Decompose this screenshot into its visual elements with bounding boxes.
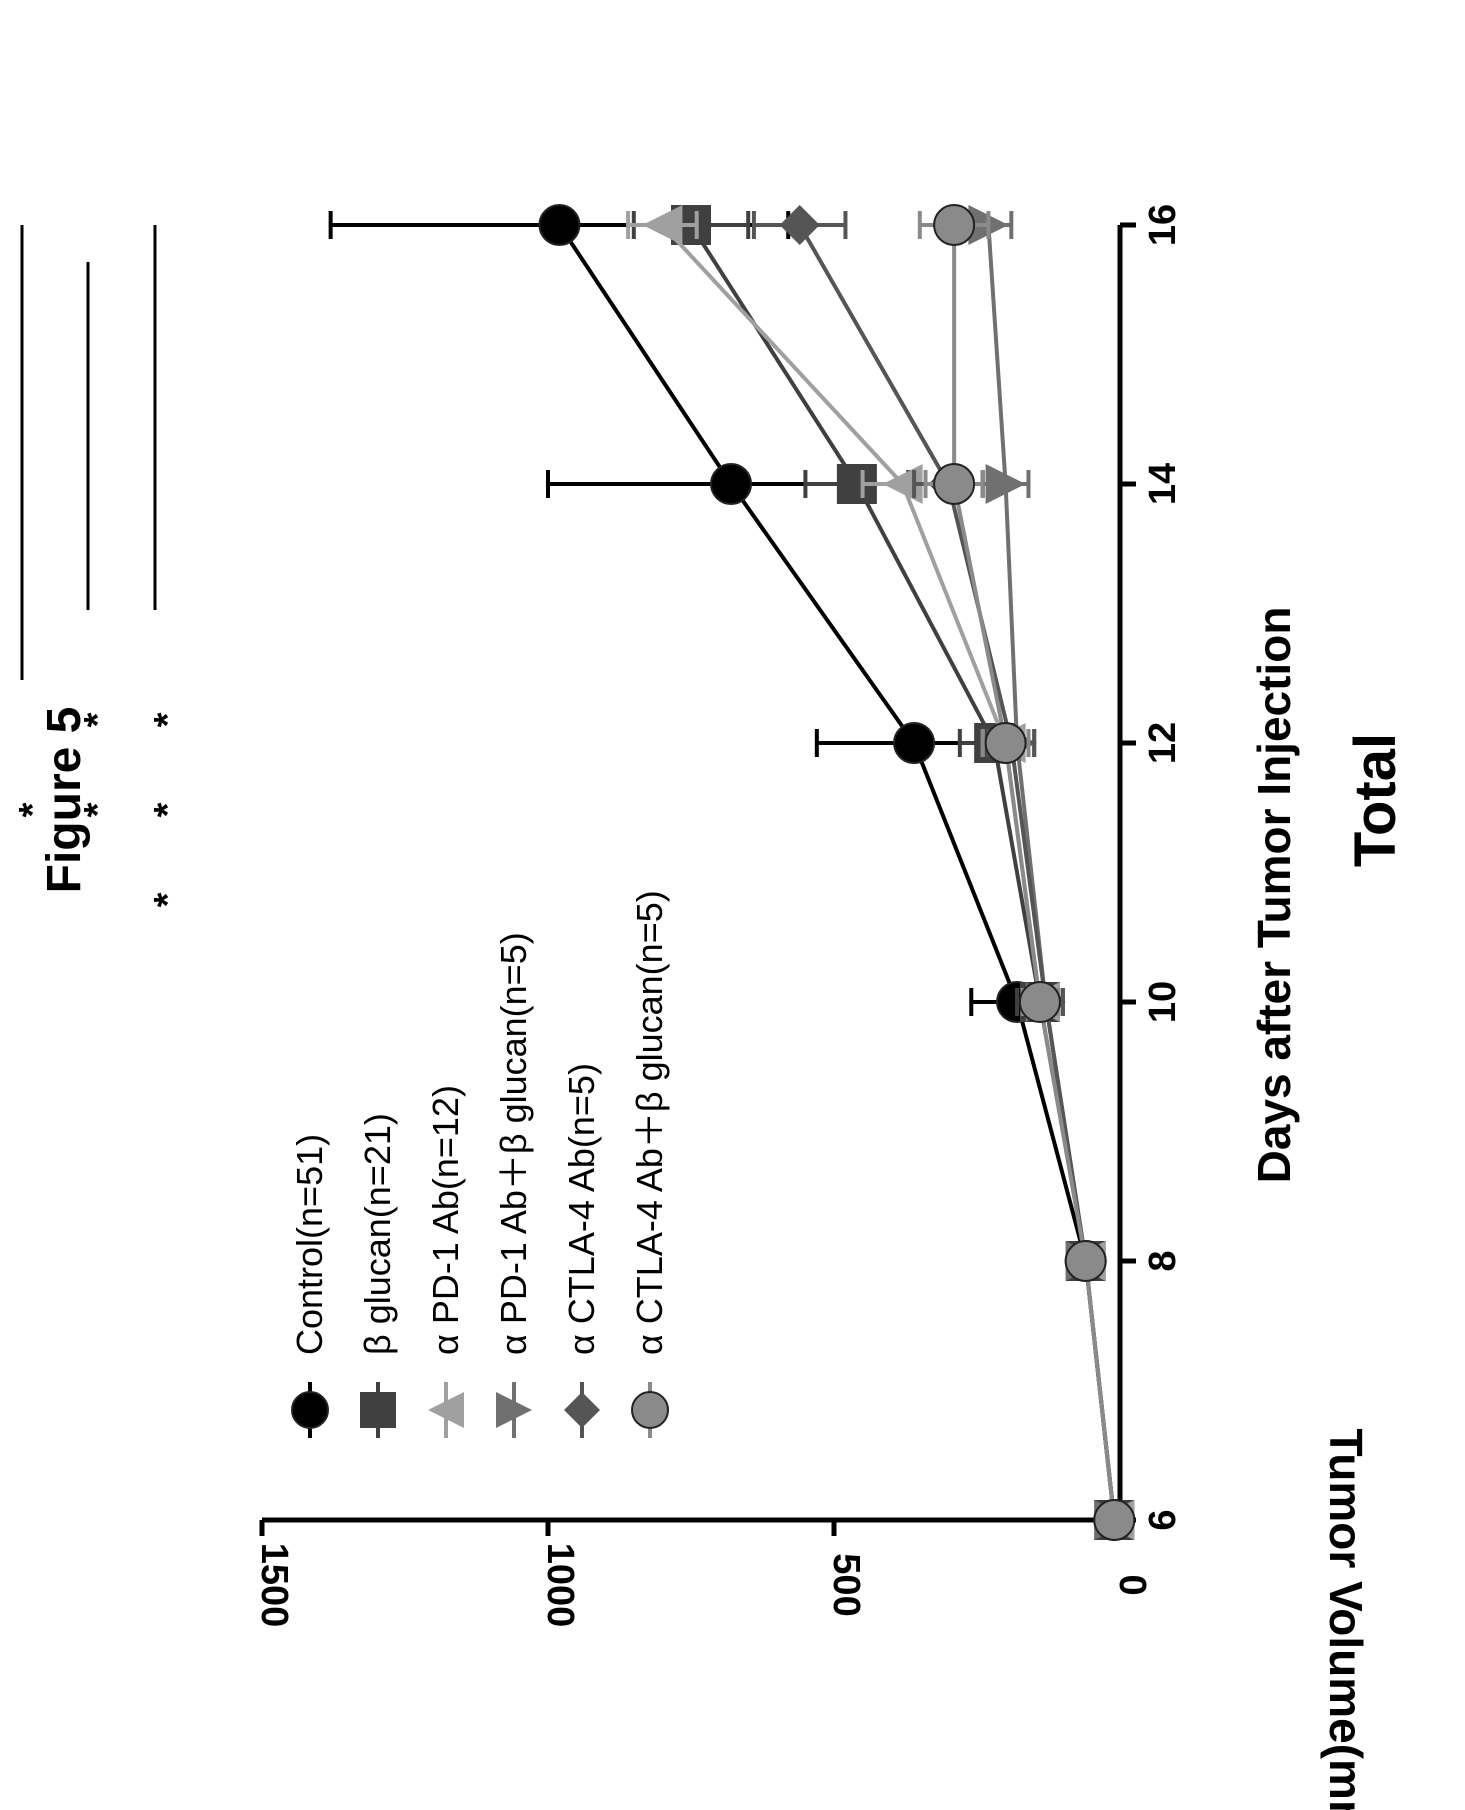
legend-marker — [496, 1392, 532, 1428]
series-line — [689, 223, 1117, 1521]
plot-area: 6 8 10 12 14 16 0 500 1000 1500 * * * * * * — [12, 204, 1184, 1627]
y-tick-label: 500 — [825, 1553, 867, 1616]
series-line — [660, 223, 1117, 1521]
series-2 — [626, 205, 1135, 1540]
legend-label: β glucan(n=21) — [357, 1113, 398, 1355]
figure-caption: Total — [1343, 733, 1408, 867]
y-tick-label: 1000 — [539, 1543, 581, 1628]
data-point — [1093, 1499, 1136, 1541]
legend-label: α CTLA-4 Ab(n=5) — [561, 1063, 602, 1355]
x-tick-label: 16 — [1142, 204, 1184, 246]
x-tick-label: 14 — [1142, 463, 1184, 505]
figure-title: Figure 5 — [38, 707, 91, 894]
series-line — [986, 224, 1117, 1521]
legend-marker — [428, 1392, 464, 1428]
series-3 — [963, 205, 1135, 1540]
y-axis-label: Tumor Volume(mm³) — [1320, 1429, 1372, 1810]
data-point — [933, 204, 976, 246]
series-5 — [917, 204, 1136, 1541]
data-point — [893, 722, 936, 764]
legend-label: Control(n=51) — [289, 1134, 330, 1355]
x-tick-label: 8 — [1142, 1250, 1184, 1271]
significance-star: * — [147, 712, 189, 727]
x-tick-label: 10 — [1142, 981, 1184, 1023]
data-point — [538, 204, 581, 246]
y-tick-label: 0 — [1111, 1574, 1153, 1595]
series-line — [797, 224, 1117, 1521]
data-point — [984, 722, 1027, 764]
y-tick-label: 1500 — [253, 1543, 295, 1628]
data-point — [710, 463, 753, 505]
legend: Control(n=51) β glucan(n=21) α PD-1 Ab(n=1… — [289, 890, 670, 1438]
legend-marker — [360, 1392, 396, 1428]
series-line — [952, 225, 1117, 1521]
data-point — [1018, 981, 1061, 1023]
legend-label: α CTLA-4 Ab＋β glucan(n=5) — [629, 890, 670, 1355]
legend-label: α PD-1 Ab＋β glucan(n=5) — [493, 932, 534, 1355]
significance-star: * — [147, 892, 189, 907]
series-4 — [751, 205, 1135, 1540]
significance-star: * — [12, 802, 54, 817]
significance-star: * — [77, 802, 119, 817]
significance-star: * — [147, 802, 189, 817]
significance-star: * — [77, 712, 119, 727]
legend-label: α PD-1 Ab(n=12) — [425, 1085, 466, 1355]
x-tick-label: 12 — [1142, 722, 1184, 764]
data-point — [642, 205, 683, 245]
legend-marker — [631, 1391, 669, 1429]
series-1 — [631, 205, 1135, 1540]
x-axis-label: Days after Tumor Injection — [1248, 607, 1300, 1184]
x-tick-label: 6 — [1142, 1509, 1184, 1530]
legend-marker — [291, 1391, 329, 1429]
data-point — [985, 464, 1026, 504]
legend-marker — [564, 1392, 600, 1428]
data-point — [933, 463, 976, 505]
data-point — [779, 205, 820, 245]
data-point — [1064, 1240, 1107, 1282]
